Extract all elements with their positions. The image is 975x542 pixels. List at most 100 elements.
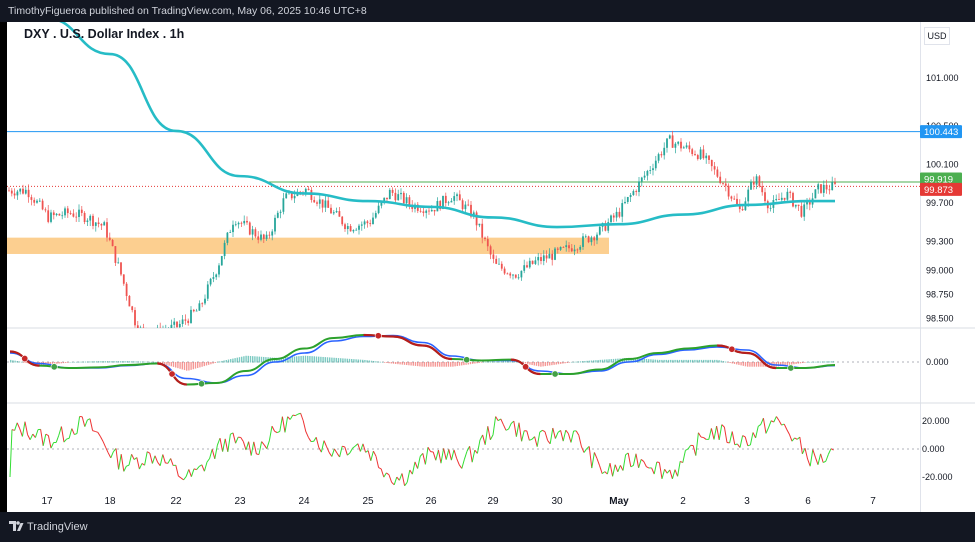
- candle: [83, 212, 86, 223]
- momentum-segment: [162, 454, 166, 464]
- histogram-bar: [755, 362, 758, 367]
- momentum-segment: [214, 444, 218, 459]
- momentum-segment: [216, 437, 221, 446]
- candle: [503, 268, 506, 274]
- histogram-bar: [700, 359, 703, 363]
- histogram-bar: [815, 361, 817, 363]
- candle: [324, 200, 327, 208]
- histogram-bar: [784, 362, 786, 366]
- histogram-bar: [793, 362, 795, 365]
- candle: [310, 189, 313, 200]
- histogram-bar: [434, 362, 436, 367]
- histogram-bar: [652, 359, 654, 363]
- histogram-bar: [210, 362, 212, 365]
- candle: [741, 209, 744, 211]
- candle: [481, 223, 484, 238]
- histogram-bar: [175, 362, 177, 368]
- candle: [598, 226, 601, 235]
- momentum-segment: [703, 437, 707, 440]
- histogram-bar: [150, 361, 153, 363]
- price-axis[interactable]: [920, 22, 975, 512]
- candle: [360, 224, 363, 226]
- momentum-segment: [266, 440, 270, 449]
- candle: [374, 213, 377, 218]
- candle: [467, 204, 470, 206]
- candle: [484, 237, 486, 240]
- candle: [159, 327, 162, 328]
- candle: [573, 249, 576, 252]
- moving-average-line: [58, 22, 835, 229]
- histogram-bar: [384, 362, 386, 363]
- candle: [486, 239, 489, 247]
- histogram-bar: [685, 359, 687, 363]
- histogram-bar: [216, 361, 219, 363]
- histogram-bar: [298, 356, 300, 363]
- histogram-bar: [599, 359, 601, 363]
- candle: [769, 207, 772, 209]
- candle: [730, 196, 733, 199]
- candle: [433, 209, 436, 212]
- candle: [181, 319, 184, 324]
- candle: [761, 186, 764, 193]
- momentum-segment: [409, 469, 413, 475]
- histogram-bar: [320, 356, 322, 363]
- candle: [223, 242, 226, 257]
- momentum-segment: [609, 463, 614, 477]
- histogram-bar: [186, 362, 188, 371]
- candle: [366, 221, 369, 224]
- candle: [162, 331, 164, 336]
- histogram-bar: [278, 357, 280, 363]
- candle: [106, 222, 108, 238]
- momentum-segment: [583, 448, 588, 453]
- momentum-segment: [300, 413, 304, 421]
- momentum-segment: [458, 464, 463, 469]
- momentum-segment: [723, 427, 728, 443]
- momentum-segment: [281, 416, 286, 433]
- momentum-segment: [710, 428, 715, 440]
- candle: [408, 197, 411, 205]
- crossover-dot: [522, 363, 530, 371]
- histogram-bar: [335, 357, 337, 363]
- momentum-segment: [682, 450, 686, 463]
- histogram-bar: [190, 362, 192, 370]
- histogram-bar: [104, 361, 106, 363]
- histogram-bar: [753, 362, 755, 367]
- histogram-bar: [71, 361, 73, 363]
- candle: [654, 160, 657, 169]
- histogram-bar: [203, 362, 205, 367]
- histogram-bar: [540, 362, 542, 367]
- histogram-bar: [60, 362, 62, 364]
- oscillator-bearish-segment: [422, 344, 453, 361]
- candle: [246, 220, 248, 223]
- histogram-bar: [263, 356, 265, 363]
- momentum-segment: [131, 454, 135, 460]
- momentum-segment: [807, 458, 811, 467]
- candle: [523, 265, 526, 271]
- candle: [198, 303, 201, 311]
- candle: [282, 198, 285, 212]
- candle: [422, 211, 425, 213]
- momentum-segment: [352, 445, 356, 449]
- candle: [145, 328, 147, 333]
- candle: [125, 283, 128, 297]
- histogram-bar: [406, 362, 408, 366]
- currency-button[interactable]: USD: [924, 27, 950, 45]
- candle: [372, 217, 374, 225]
- momentum-tick-label: -20.000: [922, 472, 953, 482]
- histogram-bar: [586, 360, 588, 363]
- histogram-bar: [729, 362, 731, 364]
- histogram-bar: [626, 357, 628, 363]
- histogram-bar: [170, 362, 172, 367]
- candle: [808, 201, 811, 205]
- histogram-bar: [410, 362, 412, 366]
- candle: [240, 222, 243, 224]
- candle: [142, 327, 145, 328]
- symbol-title[interactable]: DXY . U.S. Dollar Index . 1h: [24, 27, 185, 41]
- histogram-bar: [447, 362, 450, 367]
- candle: [204, 298, 206, 304]
- histogram-bar: [533, 362, 535, 366]
- oscillator-tick-label: 0.000: [926, 357, 949, 367]
- price-tick-label: 100.100: [926, 160, 959, 170]
- momentum-segment: [302, 420, 307, 432]
- histogram-bar: [538, 362, 540, 367]
